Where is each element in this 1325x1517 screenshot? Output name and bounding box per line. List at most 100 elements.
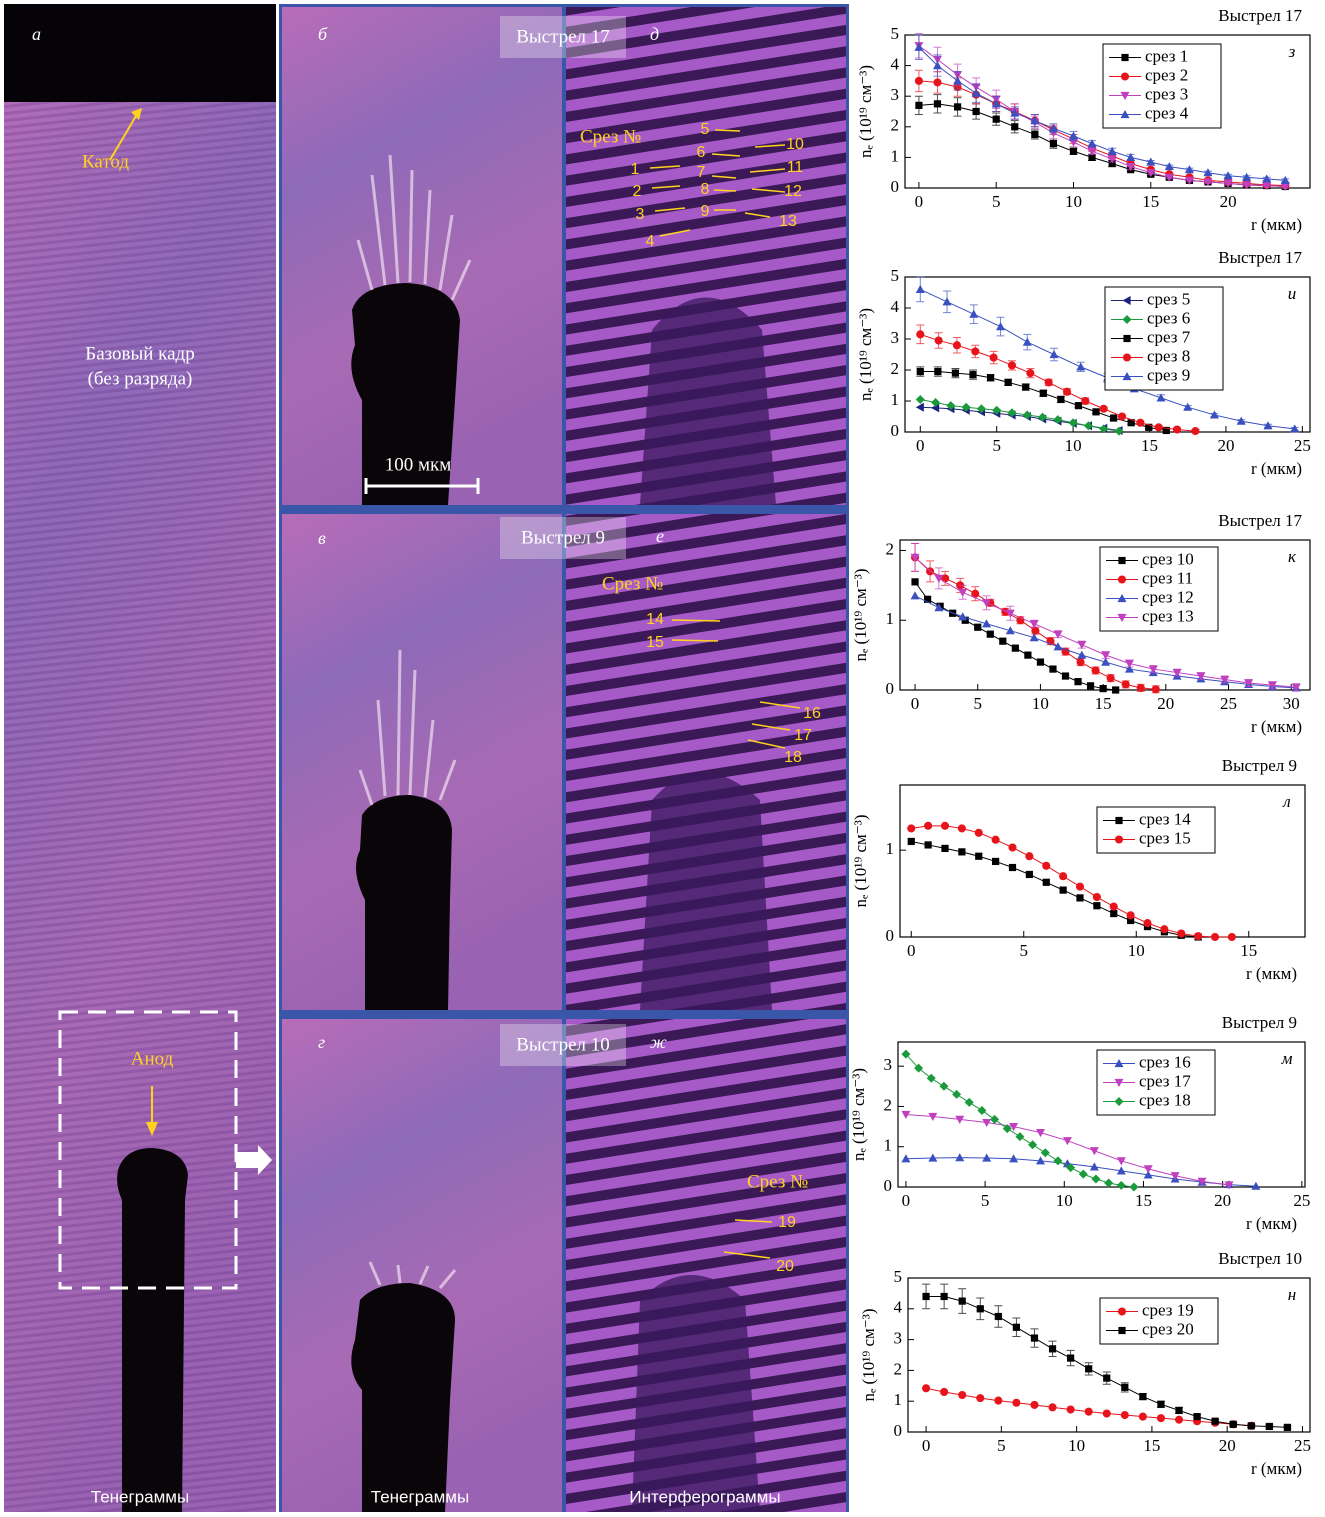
y-tick-label: 1 xyxy=(884,1136,893,1155)
marker xyxy=(952,370,959,377)
shot-label: Выстрел 17 xyxy=(516,26,610,47)
marker xyxy=(953,341,961,349)
legend-label: срез 3 xyxy=(1145,84,1188,103)
marker xyxy=(1136,419,1144,427)
marker xyxy=(1121,54,1128,61)
base-frame-label: (без разряда) xyxy=(88,368,193,389)
marker xyxy=(1155,423,1163,431)
marker xyxy=(958,824,966,832)
marker xyxy=(1157,1414,1165,1422)
x-tick-label: 5 xyxy=(1020,941,1029,960)
marker xyxy=(1100,405,1108,413)
slice-pointer xyxy=(672,620,720,621)
marker xyxy=(1093,902,1100,909)
marker xyxy=(922,1384,930,1392)
marker xyxy=(977,1106,986,1115)
x-tick-label: 20 xyxy=(1214,1191,1231,1210)
marker xyxy=(977,1305,984,1312)
marker xyxy=(1092,408,1099,415)
shot-label: Выстрел 9 xyxy=(521,527,605,548)
panel-letter: и xyxy=(1288,284,1297,303)
marker xyxy=(1143,919,1151,927)
legend-label: срез 11 xyxy=(1142,568,1193,587)
shot-label: Выстрел 10 xyxy=(516,1034,610,1055)
marker xyxy=(1123,335,1130,342)
scale-label: 100 мкм xyxy=(385,454,452,475)
x-tick-label: 20 xyxy=(1219,1436,1236,1455)
marker xyxy=(1024,652,1031,659)
panel-letter: е xyxy=(656,526,664,546)
slice-label: 5 xyxy=(701,121,710,138)
marker xyxy=(1191,427,1199,435)
marker xyxy=(1118,1327,1125,1334)
panel-letter: з xyxy=(1288,42,1296,61)
legend-label: срез 9 xyxy=(1147,365,1190,384)
x-tick-label: 5 xyxy=(973,694,982,713)
marker xyxy=(1045,378,1053,386)
marker xyxy=(1211,933,1219,941)
marker xyxy=(1013,1324,1020,1331)
slice-label: 1 xyxy=(631,161,640,178)
marker xyxy=(990,354,998,362)
marker xyxy=(1026,871,1033,878)
x-tick-label: 10 xyxy=(1065,192,1082,211)
marker xyxy=(1049,665,1056,672)
marker xyxy=(1224,1181,1233,1189)
marker xyxy=(965,1098,974,1107)
marker xyxy=(1026,369,1034,377)
marker xyxy=(1076,883,1084,891)
marker xyxy=(992,858,999,865)
marker xyxy=(976,1394,984,1402)
marker xyxy=(916,330,924,338)
panel-letter: а xyxy=(32,24,41,44)
legend-label: срез 5 xyxy=(1147,289,1190,308)
marker xyxy=(1093,893,1101,901)
y-axis-label: nₑ (10¹⁹ см⁻³) xyxy=(851,568,870,661)
series-line xyxy=(919,46,1285,187)
marker xyxy=(973,108,980,115)
slice-label: 7 xyxy=(697,164,706,181)
slice-pointer xyxy=(714,190,736,191)
marker xyxy=(1074,678,1081,685)
x-tick-label: 20 xyxy=(1157,694,1174,713)
x-tick-label: 10 xyxy=(1065,436,1082,455)
legend-label: срез 16 xyxy=(1139,1052,1191,1071)
marker xyxy=(939,1082,948,1091)
y-tick-label: 1 xyxy=(886,839,895,858)
marker xyxy=(911,591,920,599)
marker xyxy=(975,829,983,837)
marker xyxy=(941,1293,948,1300)
y-tick-label: 4 xyxy=(894,1298,903,1317)
anode-label: Анод xyxy=(131,1048,174,1069)
marker xyxy=(1067,1405,1075,1413)
marker xyxy=(1157,1401,1164,1408)
marker xyxy=(1090,1147,1099,1155)
slice-label: 2 xyxy=(633,183,642,200)
marker xyxy=(922,1293,929,1300)
marker xyxy=(1173,425,1181,433)
caption: Интерферограммы xyxy=(629,1487,780,1506)
x-axis-label: r (мкм) xyxy=(1246,964,1297,983)
marker xyxy=(959,1298,966,1305)
slice-label: 15 xyxy=(646,634,664,651)
marker xyxy=(941,822,949,830)
x-tick-label: 5 xyxy=(992,192,1001,211)
panel-letter: к xyxy=(1288,547,1297,566)
x-tick-label: 5 xyxy=(981,1191,990,1210)
marker xyxy=(1248,1422,1255,1429)
panel-letter: в xyxy=(318,528,326,548)
marker xyxy=(990,1115,999,1124)
marker xyxy=(1193,1413,1200,1420)
marker xyxy=(1115,817,1122,824)
marker xyxy=(993,116,1000,123)
y-tick-label: 2 xyxy=(891,359,900,378)
marker xyxy=(987,631,994,638)
marker xyxy=(911,578,918,585)
panel-letter: н xyxy=(1288,1285,1296,1304)
x-tick-label: 15 xyxy=(1141,436,1158,455)
x-tick-label: 0 xyxy=(916,436,925,455)
marker xyxy=(1008,361,1016,369)
marker xyxy=(1037,658,1044,665)
y-tick-label: 2 xyxy=(891,116,900,135)
slice-label: 3 xyxy=(636,206,645,223)
